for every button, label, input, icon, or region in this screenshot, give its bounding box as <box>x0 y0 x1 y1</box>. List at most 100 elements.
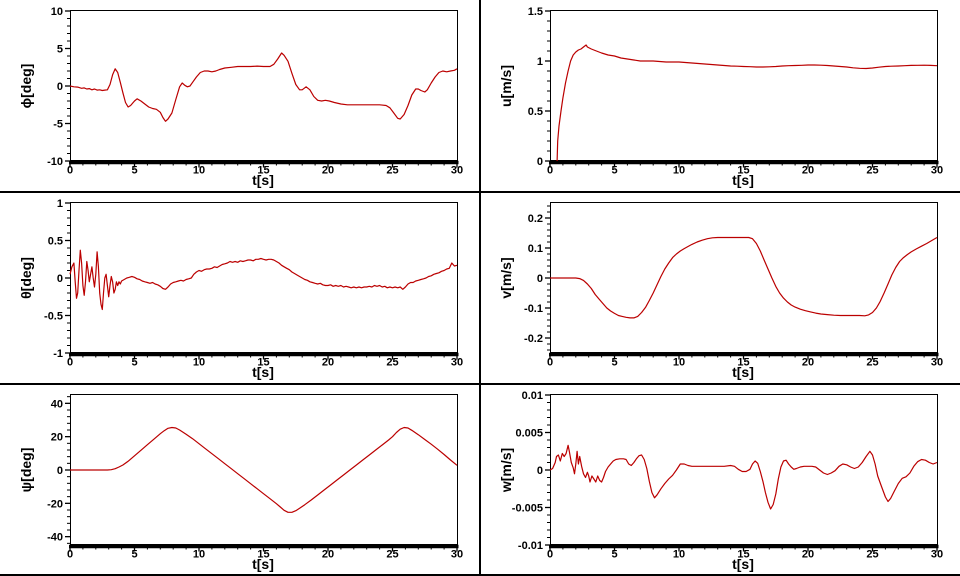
y-tick-label: 0.01 <box>522 390 543 402</box>
x-tick-label: 15 <box>257 165 269 177</box>
plot-frame: -0.01 -0.005 0 0.005 0.01 0 5 10 15 20 25 30 <box>512 390 943 561</box>
plot-box <box>70 10 458 161</box>
x-tick-label: 10 <box>673 549 685 561</box>
x-tick-label: 5 <box>131 357 137 369</box>
x-tick-label: 5 <box>131 165 137 177</box>
x-tick-label: 15 <box>737 165 749 177</box>
y-tick-label: 1 <box>57 198 63 210</box>
x-tick-label: 5 <box>611 165 617 177</box>
x-tick-label: 0 <box>547 549 553 561</box>
y-tick-label: 0 <box>57 465 63 477</box>
y-tick-label: 0 <box>537 156 543 168</box>
y-tick-label: 0 <box>537 465 543 477</box>
series-line <box>70 426 458 513</box>
y-tick-label: -5 <box>53 119 63 131</box>
y-tick-label: -0.01 <box>518 540 543 552</box>
plot-box <box>550 394 938 545</box>
plot-box <box>70 394 458 545</box>
x-tick-label: 25 <box>386 549 398 561</box>
x-tick-label: 0 <box>547 357 553 369</box>
x-tick-label: 10 <box>193 357 205 369</box>
x-tick-label: 10 <box>673 165 685 177</box>
y-tick-label: 20 <box>51 432 63 444</box>
y-tick-label: 1 <box>537 56 543 68</box>
y-tick-label: -0.1 <box>524 303 543 315</box>
x-tick-label: 15 <box>737 357 749 369</box>
y-tick-label: 0 <box>537 273 543 285</box>
y-axis-label: θ[deg] <box>18 257 34 299</box>
y-axis-label: u[m/s] <box>498 65 514 107</box>
x-tick-label: 20 <box>322 165 334 177</box>
x-tick-label: 15 <box>257 357 269 369</box>
y-tick-label: -0.005 <box>512 503 543 515</box>
x-tick-label: 20 <box>802 357 814 369</box>
y-tick-label: 0 <box>57 273 63 285</box>
x-tick-label: 30 <box>451 549 463 561</box>
figure-bottom-border <box>0 574 960 576</box>
y-tick-label: -40 <box>47 532 63 544</box>
y-axis-label: w[m/s] <box>498 448 514 493</box>
y-tick-label: -10 <box>47 156 63 168</box>
x-tick-label: 0 <box>67 165 73 177</box>
plot-frame: -1-0.500.510 5 10 15 20 25 30 <box>44 198 463 369</box>
y-tick-label: 40 <box>51 398 63 410</box>
x-tick-label: 30 <box>451 165 463 177</box>
y-tick-label: 0.5 <box>48 236 63 248</box>
x-tick-label: 15 <box>737 549 749 561</box>
x-tick-label: 10 <box>193 165 205 177</box>
panel-divider-row1 <box>0 191 960 193</box>
y-axis-label: v[m/s] <box>498 257 514 298</box>
y-tick-label: 5 <box>57 44 63 56</box>
y-tick-label: 0.1 <box>528 243 543 255</box>
subplot-phi: -10 -5 0 5 10 0 5 10 15 20 25 30 ϕ[deg] t[s] <box>0 0 480 192</box>
x-tick-label: 10 <box>193 549 205 561</box>
x-tick-label: 0 <box>67 549 73 561</box>
w-chart: -0.01 -0.005 0 0.005 0.01 0 5 10 15 20 25 30 w[m/s]… <box>498 390 943 572</box>
subplot-theta: -1 -0.5 0 0.5 1 0 5 10 15 20 25 30 θ[deg] t[s] <box>0 192 480 384</box>
y-tick-label: -1 <box>53 348 63 360</box>
x-tick-label: 15 <box>257 549 269 561</box>
x-tick-label: 5 <box>131 549 137 561</box>
y-tick-label: 0.5 <box>528 106 543 118</box>
x-tick-label: 30 <box>931 165 943 177</box>
subplot-psi: -40 -20 0 20 40 0 5 10 15 20 25 30 ψ[deg] t[s] <box>0 384 480 576</box>
x-axis-label: t[s] <box>252 556 274 572</box>
plot-frame: -10 -5 0 5 10 0 5 10 15 20 25 30 <box>47 6 463 177</box>
series-line <box>549 444 938 510</box>
plot-box <box>550 202 938 353</box>
phi-chart: -10 -5 0 5 10 0 5 10 15 20 25 30 ϕ[deg] t[s] <box>18 6 463 188</box>
x-tick-label: 30 <box>931 549 943 561</box>
x-tick-label: 0 <box>67 357 73 369</box>
y-tick-label: 0.005 <box>515 428 543 440</box>
y-tick-label: 1.5 <box>528 6 543 18</box>
y-tick-label: -0.5 <box>44 311 63 323</box>
x-tick-label: 20 <box>322 357 334 369</box>
panel-divider-vertical <box>479 0 481 576</box>
v-chart: -0.2 -0.1 0 0.1 0.2 0 5 10 15 20 25 30 v[m/s] t[s] <box>498 202 943 380</box>
y-axis-label: ϕ[deg] <box>18 64 34 109</box>
series-line <box>556 44 938 162</box>
x-axis-label: t[s] <box>732 172 754 188</box>
x-tick-label: 30 <box>931 357 943 369</box>
subplot-w: -0.01 -0.005 0 0.005 0.01 0 5 10 15 20 25 30 w[m/s]… <box>480 384 960 576</box>
plot-frame: 0 0.5 1 1.5 0 5 10 15 20 25 30 <box>528 6 943 177</box>
x-tick-label: 25 <box>866 357 878 369</box>
y-tick-label: -20 <box>47 498 63 510</box>
panel-divider-row2 <box>0 383 960 385</box>
plot-box <box>550 10 938 161</box>
series-line <box>550 236 938 319</box>
theta-chart: -1-0.500.510 5 10 15 20 25 30 θ[deg] t[s] <box>18 198 463 380</box>
x-tick-label: 25 <box>866 165 878 177</box>
x-tick-label: 20 <box>802 165 814 177</box>
x-axis-label: t[s] <box>252 364 274 380</box>
x-tick-label: 25 <box>866 549 878 561</box>
x-axis-label: t[s] <box>732 556 754 572</box>
x-tick-label: 20 <box>802 549 814 561</box>
series-line <box>69 249 458 311</box>
x-tick-label: 5 <box>611 357 617 369</box>
y-tick-label: 0.2 <box>528 213 543 225</box>
y-tick-label: 10 <box>51 6 63 18</box>
y-tick-label: 0 <box>57 81 63 93</box>
x-tick-label: 25 <box>386 357 398 369</box>
